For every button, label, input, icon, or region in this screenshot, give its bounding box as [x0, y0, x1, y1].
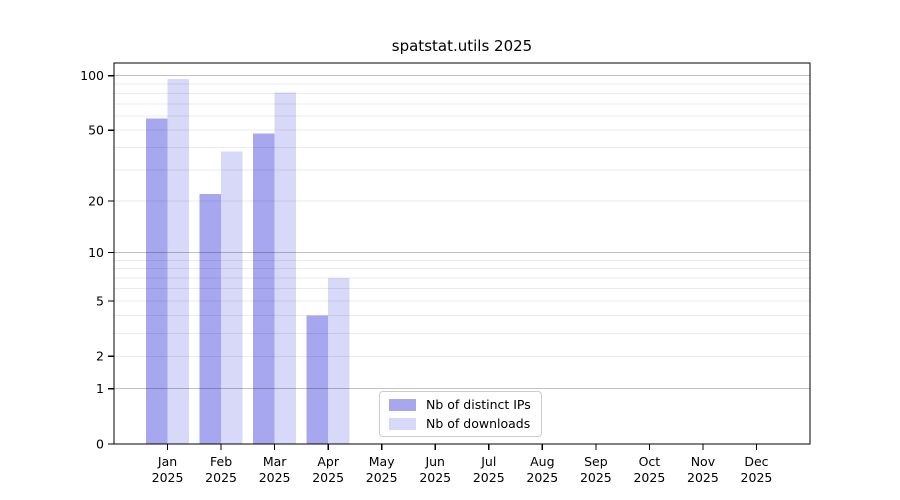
x-axis-tick-label: Nov 2025	[687, 454, 719, 485]
x-axis-tick-label: Feb 2025	[205, 454, 237, 485]
y-axis-tick-label: 1	[96, 381, 104, 396]
legend-item-distinct-ips: Nb of distinct IPs	[389, 397, 531, 412]
y-axis-tick-label: 5	[96, 293, 104, 308]
legend-label-distinct-ips: Nb of distinct IPs	[426, 397, 531, 412]
legend-label-downloads: Nb of downloads	[426, 416, 531, 431]
chart-title: spatstat.utils 2025	[391, 37, 533, 55]
x-axis-tick-label: Jan 2025	[152, 454, 184, 485]
y-axis-tick-label: 2	[96, 349, 104, 364]
bar-distinct-ips	[306, 315, 329, 444]
x-axis-tick-label: Mar 2025	[259, 454, 291, 485]
legend-swatch-distinct-ips	[389, 398, 416, 411]
x-axis-tick-label: Oct 2025	[633, 454, 665, 485]
y-axis-tick-label: 10	[88, 245, 104, 260]
bar-downloads	[274, 92, 297, 444]
bar-downloads	[328, 278, 350, 444]
y-axis-tick-label: 0	[96, 436, 104, 451]
bar-downloads	[221, 151, 243, 444]
x-axis-tick-label: Apr 2025	[312, 454, 344, 485]
bar-distinct-ips	[199, 193, 222, 444]
legend-item-downloads: Nb of downloads	[389, 416, 531, 431]
bar-downloads	[167, 78, 189, 445]
bar-distinct-ips	[146, 118, 168, 445]
x-axis-tick-label: Jul 2025	[473, 454, 505, 485]
legend-swatch-downloads	[389, 417, 416, 430]
x-axis-tick-label: May 2025	[366, 454, 398, 485]
y-axis-tick-label: 20	[88, 193, 104, 208]
x-axis-tick-label: Aug 2025	[526, 454, 558, 485]
axes-frame	[113, 62, 811, 445]
x-axis-tick-label: Sep 2025	[580, 454, 612, 485]
x-axis-tick-label: Dec 2025	[741, 454, 773, 485]
y-axis-tick-label: 50	[88, 123, 104, 138]
y-axis-tick-label: 100	[80, 68, 104, 83]
x-axis-tick-label: Jun 2025	[419, 454, 451, 485]
legend: Nb of distinct IPs Nb of downloads	[379, 391, 542, 437]
bar-distinct-ips	[253, 133, 275, 444]
